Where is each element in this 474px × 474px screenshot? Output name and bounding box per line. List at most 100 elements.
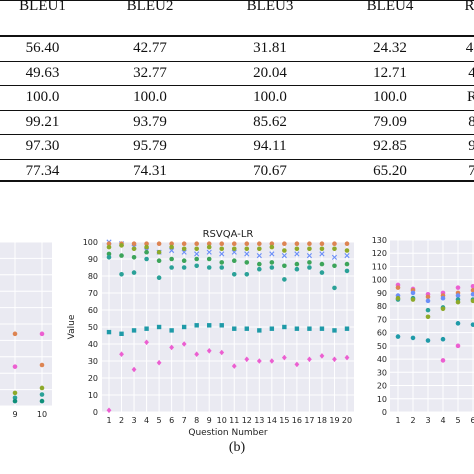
table-cell: 100.0 bbox=[373, 89, 407, 105]
data-point bbox=[269, 326, 275, 331]
data-point bbox=[294, 251, 300, 257]
data-point bbox=[244, 246, 250, 252]
y-tick-label: 100 bbox=[83, 238, 98, 247]
y-tick-label: 30 bbox=[88, 357, 98, 366]
data-point bbox=[219, 349, 225, 356]
data-point bbox=[425, 294, 431, 300]
table-row: 97.30 95.79 94.11 92.85 9 bbox=[0, 134, 474, 159]
data-point bbox=[319, 353, 325, 359]
table-cell: 7 bbox=[468, 162, 474, 179]
table-row-rule bbox=[0, 158, 474, 160]
data-point bbox=[425, 307, 431, 313]
table-cell: 100.0 bbox=[133, 89, 167, 105]
x-tick-label: 1 bbox=[395, 416, 400, 425]
table-cell: 100.0 bbox=[25, 89, 60, 105]
x-tick-label: 12 bbox=[242, 416, 252, 425]
data-point bbox=[194, 323, 199, 328]
data-point bbox=[219, 260, 225, 265]
data-point bbox=[219, 251, 225, 257]
data-point bbox=[294, 241, 300, 246]
data-point bbox=[144, 256, 149, 262]
x-tick-label: 5 bbox=[455, 416, 460, 425]
data-point bbox=[319, 246, 325, 252]
header-rouge: R( bbox=[464, 0, 474, 14]
data-point bbox=[231, 246, 237, 252]
data-point bbox=[106, 407, 112, 414]
x-tick-label: 7 bbox=[182, 416, 187, 425]
data-point bbox=[156, 249, 162, 255]
data-point bbox=[470, 322, 474, 327]
data-point bbox=[231, 249, 237, 255]
data-point bbox=[257, 328, 262, 333]
y-tick-label: 0 bbox=[93, 408, 98, 417]
data-point bbox=[395, 285, 401, 290]
data-point bbox=[119, 331, 124, 336]
data-point bbox=[294, 326, 300, 331]
data-point bbox=[294, 361, 300, 368]
data-point bbox=[181, 341, 187, 347]
table-row: 77.34 74.31 70.67 65.20 7 bbox=[0, 159, 474, 184]
data-point bbox=[181, 265, 187, 270]
data-point bbox=[181, 324, 187, 330]
table-cell: 20.04 bbox=[253, 64, 287, 81]
x-tick-label: 9 bbox=[207, 416, 212, 425]
x-tick-label: 18 bbox=[317, 416, 327, 425]
y-tick-label: 50 bbox=[377, 342, 387, 351]
x-tick-label: 16 bbox=[292, 416, 302, 425]
table-cell: 56.40 bbox=[25, 40, 60, 56]
y-tick-label: 60 bbox=[377, 329, 387, 338]
data-point bbox=[169, 256, 174, 262]
x-tick-label: 9 bbox=[12, 410, 17, 419]
data-point bbox=[181, 249, 187, 255]
data-point bbox=[144, 249, 149, 255]
table-cell: 100.0 bbox=[253, 89, 287, 105]
data-point bbox=[12, 331, 18, 337]
table-cell: 79.09 bbox=[373, 113, 407, 130]
x-tick-label: 3 bbox=[132, 416, 137, 425]
data-point bbox=[206, 244, 212, 250]
data-point bbox=[244, 272, 250, 277]
chart-right-svg: 01020304050607080901001101201301234567 bbox=[372, 236, 474, 425]
data-point bbox=[244, 251, 250, 257]
data-point bbox=[206, 256, 212, 262]
data-point bbox=[455, 285, 461, 290]
data-point bbox=[39, 398, 45, 404]
data-point bbox=[306, 253, 313, 259]
table-header-rule bbox=[0, 35, 474, 37]
x-tick-label: 4 bbox=[440, 416, 445, 425]
data-point bbox=[470, 291, 474, 297]
data-point bbox=[319, 251, 325, 257]
data-point bbox=[455, 343, 461, 349]
x-tick-label: 5 bbox=[157, 416, 162, 425]
data-point bbox=[307, 260, 312, 265]
data-point bbox=[131, 241, 137, 246]
table-cell: 12.71 bbox=[373, 64, 407, 81]
data-point bbox=[131, 366, 137, 373]
y-tick-label: 20 bbox=[377, 382, 387, 391]
data-point bbox=[169, 247, 175, 254]
data-point bbox=[269, 244, 275, 250]
data-point bbox=[344, 261, 350, 267]
data-point bbox=[395, 334, 401, 339]
chart-left-svg: 9 10 bbox=[0, 241, 52, 419]
data-point bbox=[106, 329, 112, 335]
data-point bbox=[244, 326, 249, 331]
table-cell: 24.32 bbox=[373, 40, 407, 56]
data-point bbox=[319, 241, 325, 246]
data-point bbox=[410, 335, 416, 341]
data-point bbox=[307, 246, 312, 252]
data-point bbox=[181, 241, 187, 246]
data-point bbox=[294, 266, 300, 272]
data-point bbox=[257, 266, 262, 272]
chart-title: RSVQA-LR bbox=[203, 229, 254, 240]
data-point bbox=[194, 263, 199, 269]
x-tick-label: 6 bbox=[169, 416, 174, 425]
header-bleu2: BLEU2 bbox=[126, 0, 174, 14]
data-point bbox=[470, 298, 474, 304]
data-point bbox=[332, 241, 337, 246]
data-point bbox=[106, 244, 112, 250]
data-point bbox=[425, 338, 431, 343]
data-point bbox=[282, 263, 287, 269]
x-tick-label: 20 bbox=[342, 416, 352, 425]
